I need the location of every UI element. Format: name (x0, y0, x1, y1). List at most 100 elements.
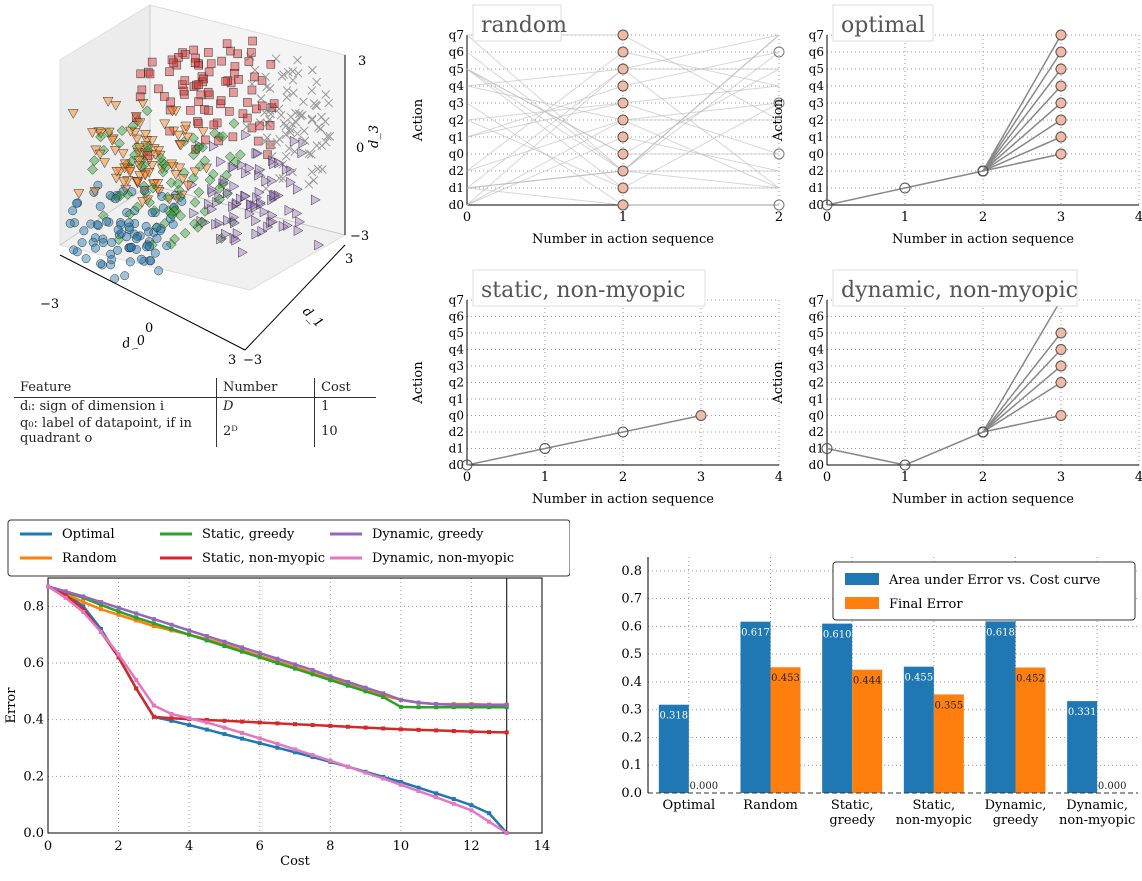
scatter-point (284, 144, 294, 153)
scatter-point (230, 62, 240, 71)
action-sequence-line (982, 51, 1062, 172)
tick-d0-pos: 3 (228, 353, 236, 368)
y-tick-label: d1 (809, 181, 824, 195)
data-point (257, 651, 262, 656)
data-point (257, 736, 262, 741)
scatter-point (251, 228, 262, 240)
data-point (98, 600, 103, 605)
data-point (187, 628, 192, 633)
y-tick-label: q1 (449, 130, 464, 144)
data-point (398, 704, 403, 709)
y-axis-label: Action (411, 98, 426, 142)
scatter-point (86, 128, 98, 139)
bar (903, 666, 934, 793)
scatter-point (286, 112, 296, 122)
scatter-point (106, 249, 116, 259)
scatter-point (180, 50, 190, 59)
scatter-point (217, 131, 229, 142)
scatter-point (167, 55, 177, 65)
scatter-point (72, 198, 82, 208)
data-point (416, 789, 421, 794)
scatter-point (316, 124, 326, 134)
data-point (345, 724, 350, 729)
y-tick-label: q5 (809, 62, 824, 76)
scatter-point (274, 157, 285, 169)
bar-value-label: 0.610 (823, 630, 852, 641)
scatter-point (204, 106, 213, 115)
scatter-point (77, 238, 87, 248)
scatter-point (296, 111, 306, 121)
scatter-point (307, 167, 317, 177)
scatter-point (152, 185, 164, 195)
legend-label: Dynamic, non-myopic (372, 551, 514, 566)
data-point (504, 730, 509, 735)
scatter-point (102, 216, 111, 226)
scatter-point (137, 99, 149, 109)
y-tick-label: q7 (449, 28, 464, 42)
y-axis-label: Action (411, 361, 426, 405)
scatter-point (307, 86, 317, 95)
data-point (398, 780, 403, 784)
scatter-point (229, 180, 240, 192)
number-cell: 2ᴰ (215, 415, 315, 447)
scatter-point (194, 119, 203, 128)
y-tick-label: q1 (809, 130, 824, 144)
x-tick-label: 1 (901, 470, 909, 485)
scatter-point (155, 226, 165, 236)
bar (740, 621, 771, 793)
x-axis-label: Cost (280, 854, 310, 869)
scatter-point (254, 169, 264, 181)
data-point (204, 720, 209, 725)
y-tick-label: q4 (809, 79, 825, 93)
scatter-point (253, 136, 263, 146)
scatter-point (276, 110, 286, 120)
scatter-point (230, 156, 242, 168)
x-tick-label: 2 (979, 210, 987, 225)
feature-table: Feature Number Cost dᵢ: sign of dimensio… (14, 378, 376, 447)
scatter-point (244, 57, 254, 66)
scatter-point (230, 217, 240, 229)
scatter-point (247, 85, 257, 95)
series-line (47, 585, 507, 709)
y-tick-label: 0.5 (621, 647, 642, 662)
action-sequence-line (982, 34, 1062, 172)
scatter-point (247, 48, 256, 57)
scatter-point (178, 167, 190, 179)
y-tick-label: q5 (449, 326, 464, 340)
y-tick-label: q2 (809, 376, 824, 390)
x-tick-label: Dynamic, (1066, 798, 1128, 813)
y-tick-label: q3 (809, 96, 824, 110)
action-marker (1055, 63, 1067, 75)
bar (933, 694, 964, 793)
scatter-point (189, 45, 198, 55)
action-marker (1055, 344, 1067, 355)
data-point (275, 745, 280, 750)
x-tick-label: 0 (463, 470, 471, 485)
number-cell: D (215, 397, 315, 415)
scatter-point (147, 57, 157, 67)
x-tick-label: 14 (534, 839, 551, 854)
scatter-point (67, 109, 79, 119)
data-point (469, 705, 474, 710)
scatter-point (191, 143, 203, 155)
scatter-point (265, 121, 275, 130)
series-line (47, 585, 507, 707)
scatter-point (152, 222, 162, 232)
scatter-point (98, 234, 108, 244)
action-panel-4: 0 1 2 3 4 d0 d1 d2 q0 q1 q2 q3 q4 q5 q6 q7 Action Number … (771, 269, 1142, 507)
action-sequence-line (826, 414, 1062, 466)
action-marker (617, 148, 629, 160)
data-point (275, 721, 280, 726)
x-axis-label: Number in action sequence (532, 492, 714, 507)
scatter-point (204, 67, 214, 77)
bar-value-label: 0.355 (935, 700, 964, 711)
data-point (98, 627, 103, 631)
data-point (151, 624, 156, 629)
scatter-point (124, 167, 136, 178)
action-sequence-line (982, 119, 1062, 172)
scatter-point (88, 155, 100, 166)
action-marker (617, 63, 629, 75)
scatter-point (238, 246, 248, 258)
scatter-point (144, 197, 155, 208)
action-sequence-line (982, 85, 1062, 172)
